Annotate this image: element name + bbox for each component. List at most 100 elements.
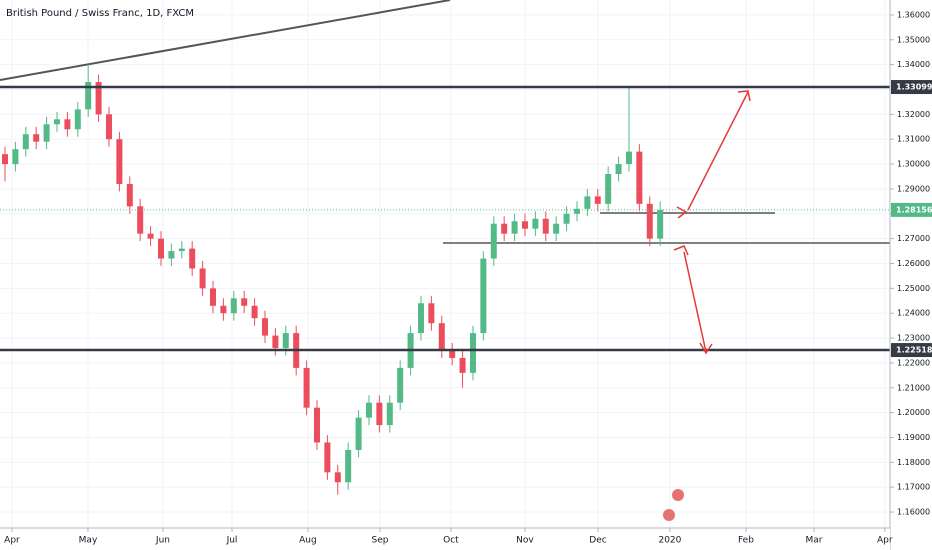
axes: 1.16000 1.17000 1.18000 1.19000 1.20000 1.210… [4, 10, 932, 546]
candles [0, 64, 890, 495]
x-tick-label: Aug [299, 536, 317, 546]
candle-body [438, 323, 445, 351]
candle-body [573, 208, 580, 214]
arrows [673, 90, 751, 355]
candle-body [220, 305, 227, 314]
candle-body [376, 402, 383, 426]
event-icon [663, 509, 675, 521]
candle-body [459, 357, 466, 373]
candle-body [1, 154, 8, 165]
candle-body [95, 82, 102, 115]
candle-body [199, 268, 206, 289]
candle-body [490, 223, 497, 259]
x-tick-label: Feb [738, 536, 754, 546]
y-tick-label: 1.25000 [897, 284, 930, 293]
candle-body [147, 233, 154, 239]
x-tick-label: May [79, 536, 98, 546]
x-tick-label: Jul [226, 536, 238, 546]
y-tick-label: 1.32000 [897, 110, 930, 119]
candle-body [272, 335, 279, 349]
y-tick-label: 1.30000 [897, 160, 930, 169]
arrow-tail [673, 245, 689, 256]
candle-body [386, 402, 393, 426]
candle-body [469, 333, 476, 373]
candle-body [334, 472, 341, 483]
candle-body [178, 248, 185, 252]
candle-body [230, 298, 237, 314]
x-tick-label: Apr [4, 536, 20, 546]
arrow-tail [676, 206, 688, 219]
candle-body [584, 196, 591, 209]
candle-body [553, 223, 560, 234]
arrow-up [687, 91, 749, 211]
candle-body [365, 402, 372, 418]
y-tick-label: 1.24000 [897, 309, 930, 318]
price-tag [891, 343, 932, 358]
y-tick-label: 1.19000 [897, 433, 930, 442]
candle-body [355, 417, 362, 450]
candle-body [511, 221, 518, 234]
price-tag-label: 1.22518 [896, 346, 932, 355]
event-icon [672, 489, 684, 501]
candle-body [12, 149, 19, 165]
y-tick-label: 1.36000 [897, 10, 930, 19]
chart-title: British Pound / Swiss Franc, 1D, FXCM [6, 8, 194, 19]
candle-body [615, 164, 622, 175]
candle-body [480, 258, 487, 334]
x-tick-label: Jun [155, 536, 170, 546]
candle-body [241, 298, 248, 306]
candle-body [74, 109, 81, 130]
y-tick-label: 1.27000 [897, 234, 930, 243]
candle-body [22, 134, 29, 150]
y-tick-label: 1.16000 [897, 508, 930, 517]
candle-body [209, 288, 216, 306]
candle-body [116, 139, 123, 184]
y-tick-label: 1.31000 [897, 135, 930, 144]
candle-body [168, 251, 175, 259]
x-tick-label: Apr [877, 536, 893, 546]
candle-body [397, 367, 404, 403]
x-tick-label: 2020 [658, 536, 681, 546]
y-tick-label: 1.22000 [897, 358, 930, 367]
candle-body [636, 151, 643, 204]
trend-line [0, 0, 451, 81]
candle-body [646, 203, 653, 239]
candle-body [428, 303, 435, 324]
arrow-head [699, 342, 713, 355]
price-tag [891, 80, 932, 95]
candle-body [313, 407, 320, 443]
candle-body [532, 218, 539, 229]
candle-body [449, 350, 456, 358]
x-tick-label: Dec [589, 536, 606, 546]
candle-body [105, 114, 112, 140]
y-tick-label: 1.29000 [897, 184, 930, 193]
arrow-head [737, 90, 751, 102]
candle-body [521, 221, 528, 229]
candle-body [282, 333, 289, 349]
candle-body [303, 367, 310, 408]
arrow-down [683, 251, 707, 353]
x-tick-label: Sep [372, 536, 389, 546]
x-tick-label: Oct [443, 536, 459, 546]
candle-body [657, 209, 664, 239]
last-price-tag [891, 202, 932, 217]
candle-body [85, 82, 92, 110]
candle-body [126, 183, 133, 207]
candle-body [43, 124, 50, 142]
candle-body [33, 134, 40, 142]
candle-body [157, 238, 164, 259]
candle-body [563, 213, 570, 224]
last-price-label: 1.28156 [896, 205, 932, 214]
y-tick-label: 1.26000 [897, 259, 930, 268]
candle-body [137, 206, 144, 234]
y-tick-label: 1.18000 [897, 458, 930, 467]
candle-body [53, 119, 60, 125]
y-tick-label: 1.21000 [897, 383, 930, 392]
y-tick-label: 1.35000 [897, 35, 930, 44]
y-tick-label: 1.34000 [897, 60, 930, 69]
candle-body [324, 442, 331, 473]
x-tick-label: Nov [516, 536, 534, 546]
x-tick-label: Mar [805, 536, 822, 546]
